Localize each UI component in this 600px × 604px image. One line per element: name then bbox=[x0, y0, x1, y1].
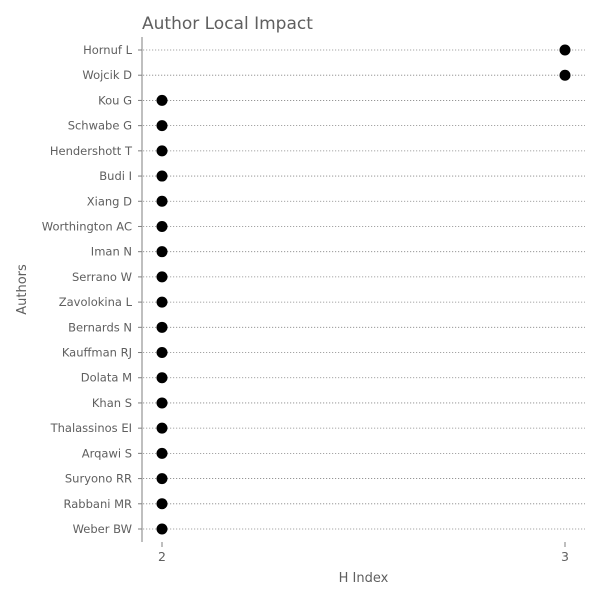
data-point bbox=[156, 498, 168, 510]
data-point bbox=[156, 94, 168, 106]
y-tick-label: Schwabe G bbox=[68, 119, 132, 133]
data-points bbox=[156, 44, 571, 535]
data-point bbox=[156, 372, 168, 384]
data-point bbox=[156, 397, 168, 409]
data-point bbox=[156, 523, 168, 535]
data-point bbox=[156, 347, 168, 359]
data-point bbox=[156, 170, 168, 182]
data-point bbox=[156, 120, 168, 132]
y-tick-label: Hornuf L bbox=[83, 43, 132, 57]
y-tick-labels: Hornuf L Wojcik D Kou G Schwabe G Hendershot… bbox=[42, 43, 142, 536]
y-tick-label: Weber BW bbox=[73, 522, 132, 536]
y-tick-label: Bernards N bbox=[68, 320, 132, 334]
x-tick-label: 2 bbox=[158, 549, 166, 564]
y-axis-title: Authors bbox=[15, 264, 30, 315]
data-point bbox=[156, 220, 168, 232]
y-tick-label: Thalassinos EI bbox=[50, 421, 132, 435]
x-tick-label: 3 bbox=[561, 549, 569, 564]
data-point bbox=[156, 447, 168, 459]
data-point bbox=[156, 271, 168, 283]
data-point bbox=[559, 44, 571, 56]
data-point bbox=[156, 321, 168, 333]
data-point bbox=[156, 195, 168, 207]
data-point bbox=[156, 296, 168, 308]
y-tick-label: Kou G bbox=[98, 93, 132, 107]
data-point bbox=[156, 473, 168, 485]
y-tick-label: Khan S bbox=[92, 396, 132, 410]
y-tick-label: Rabbani MR bbox=[64, 497, 132, 511]
y-tick-label: Budi I bbox=[99, 169, 132, 183]
y-tick-label: Wojcik D bbox=[82, 68, 132, 82]
y-tick-label: Arqawi S bbox=[82, 446, 132, 460]
data-point bbox=[156, 145, 168, 157]
y-tick-label: Worthington AC bbox=[42, 219, 132, 233]
y-tick-label: Iman N bbox=[91, 245, 132, 259]
y-tick-label: Hendershott T bbox=[50, 144, 133, 158]
x-axis-title: H Index bbox=[339, 571, 389, 586]
y-tick-label: Suryono RR bbox=[65, 472, 132, 486]
y-tick-label: Xiang D bbox=[87, 194, 132, 208]
data-point bbox=[559, 69, 571, 81]
data-point bbox=[156, 246, 168, 258]
data-point bbox=[156, 422, 168, 434]
chart-title: Author Local Impact bbox=[142, 14, 313, 34]
y-tick-label: Kauffman RJ bbox=[62, 346, 132, 360]
y-tick-label: Serrano W bbox=[72, 270, 132, 284]
y-tick-label: Zavolokina L bbox=[59, 295, 133, 309]
y-tick-label: Dolata M bbox=[81, 371, 132, 385]
grid-lines bbox=[143, 49, 585, 530]
